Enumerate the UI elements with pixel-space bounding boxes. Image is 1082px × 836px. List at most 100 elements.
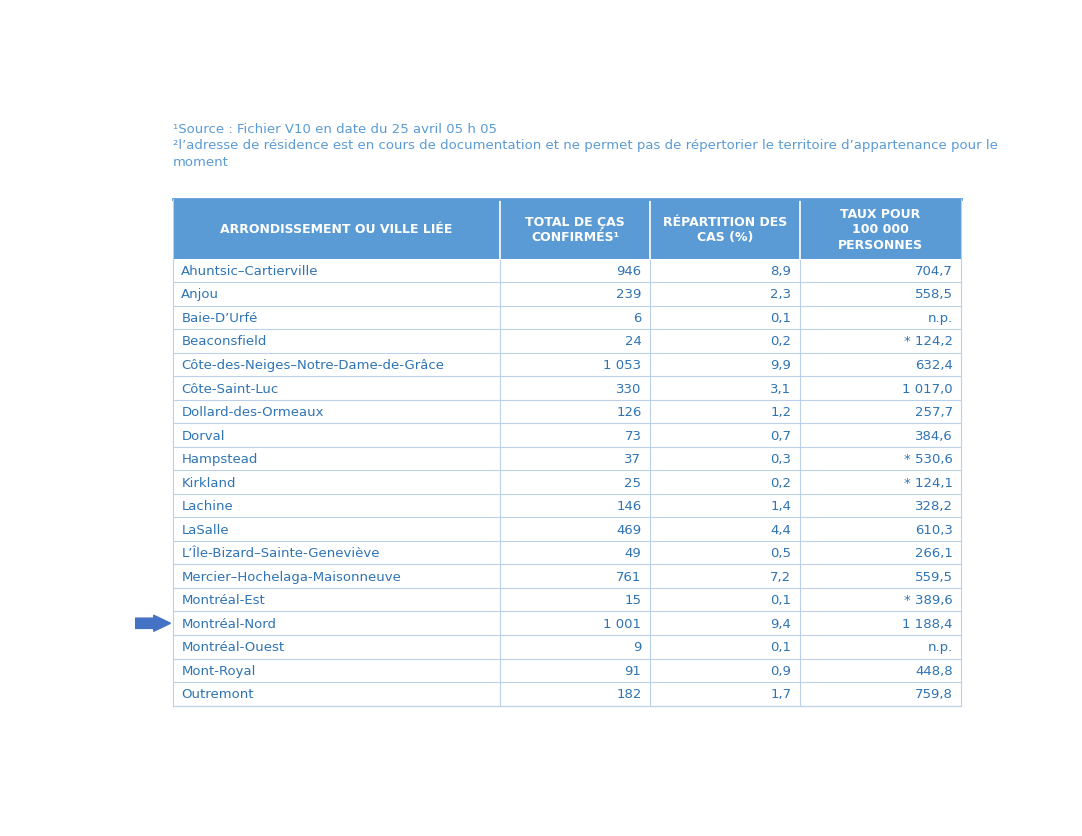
- Text: * 124,2: * 124,2: [903, 335, 953, 348]
- Text: Baie-D’Urfé: Baie-D’Urfé: [182, 312, 258, 324]
- Text: * 530,6: * 530,6: [903, 452, 953, 466]
- Bar: [173, 377, 961, 400]
- Text: ¹Source : Fichier V10 en date du 25 avril 05 h 05: ¹Source : Fichier V10 en date du 25 avri…: [173, 123, 497, 135]
- Text: 0,5: 0,5: [770, 547, 791, 559]
- Text: 469: 469: [617, 523, 642, 536]
- Text: 610,3: 610,3: [915, 523, 953, 536]
- Text: 946: 946: [617, 264, 642, 278]
- Bar: [173, 259, 961, 283]
- Text: 759,8: 759,8: [915, 687, 953, 701]
- Text: 3,1: 3,1: [770, 382, 791, 395]
- Text: * 389,6: * 389,6: [905, 594, 953, 606]
- FancyArrow shape: [130, 615, 171, 631]
- Text: n.p.: n.p.: [927, 640, 953, 654]
- Bar: [173, 659, 961, 682]
- Text: 0,1: 0,1: [770, 594, 791, 606]
- Text: 2,3: 2,3: [770, 288, 791, 301]
- Text: Lachine: Lachine: [182, 500, 233, 512]
- Text: 257,7: 257,7: [914, 405, 953, 419]
- Bar: [173, 682, 961, 706]
- Text: 1 188,4: 1 188,4: [902, 617, 953, 630]
- Text: Anjou: Anjou: [182, 288, 220, 301]
- Text: 330: 330: [616, 382, 642, 395]
- Bar: [173, 447, 961, 471]
- Bar: [173, 635, 961, 659]
- Text: 1,7: 1,7: [770, 687, 791, 701]
- Text: Montréal-Nord: Montréal-Nord: [182, 617, 276, 630]
- Text: 558,5: 558,5: [915, 288, 953, 301]
- Text: 559,5: 559,5: [915, 570, 953, 583]
- Bar: [173, 400, 961, 424]
- Text: LaSalle: LaSalle: [182, 523, 229, 536]
- Text: 632,4: 632,4: [915, 359, 953, 371]
- Text: Ahuntsic–Cartierville: Ahuntsic–Cartierville: [182, 264, 319, 278]
- Text: 146: 146: [617, 500, 642, 512]
- Text: 1 001: 1 001: [604, 617, 642, 630]
- Text: 1,2: 1,2: [770, 405, 791, 419]
- Text: 8,9: 8,9: [770, 264, 791, 278]
- Text: 0,2: 0,2: [770, 476, 791, 489]
- Bar: [173, 517, 961, 541]
- Bar: [173, 283, 961, 306]
- Text: 266,1: 266,1: [915, 547, 953, 559]
- Text: 15: 15: [624, 594, 642, 606]
- Text: RÉPARTITION DES
CAS (%): RÉPARTITION DES CAS (%): [662, 216, 787, 244]
- Text: 7,2: 7,2: [770, 570, 791, 583]
- Text: Mercier–Hochelaga-Maisonneuve: Mercier–Hochelaga-Maisonneuve: [182, 570, 401, 583]
- Text: 0,3: 0,3: [770, 452, 791, 466]
- Text: Outremont: Outremont: [182, 687, 254, 701]
- Text: 49: 49: [624, 547, 642, 559]
- Text: 328,2: 328,2: [915, 500, 953, 512]
- Text: 126: 126: [616, 405, 642, 419]
- Text: Hampstead: Hampstead: [182, 452, 258, 466]
- Text: 1,4: 1,4: [770, 500, 791, 512]
- Text: 0,9: 0,9: [770, 664, 791, 677]
- Text: 0,7: 0,7: [770, 429, 791, 442]
- Bar: [173, 541, 961, 565]
- Text: 1 053: 1 053: [604, 359, 642, 371]
- Bar: [173, 589, 961, 612]
- Text: 9,9: 9,9: [770, 359, 791, 371]
- Text: TAUX POUR
100 000
PERSONNES: TAUX POUR 100 000 PERSONNES: [837, 207, 923, 252]
- Text: L’Île-Bizard–Sainte-Geneviève: L’Île-Bizard–Sainte-Geneviève: [182, 547, 380, 559]
- Text: ARRONDISSEMENT OU VILLE LIÉE: ARRONDISSEMENT OU VILLE LIÉE: [221, 223, 452, 237]
- Text: n.p.: n.p.: [927, 312, 953, 324]
- Text: Côte-des-Neiges–Notre-Dame-de-Grâce: Côte-des-Neiges–Notre-Dame-de-Grâce: [182, 359, 445, 371]
- Bar: [173, 424, 961, 447]
- Text: 24: 24: [624, 335, 642, 348]
- Bar: [173, 565, 961, 589]
- Text: 9: 9: [633, 640, 642, 654]
- Text: 1 017,0: 1 017,0: [902, 382, 953, 395]
- Text: 448,8: 448,8: [915, 664, 953, 677]
- Text: 704,7: 704,7: [915, 264, 953, 278]
- Text: Montréal-Est: Montréal-Est: [182, 594, 265, 606]
- Text: 0,1: 0,1: [770, 312, 791, 324]
- Text: 182: 182: [616, 687, 642, 701]
- Bar: [173, 354, 961, 377]
- Text: 761: 761: [616, 570, 642, 583]
- Text: 4,4: 4,4: [770, 523, 791, 536]
- Text: Dorval: Dorval: [182, 429, 225, 442]
- Text: 37: 37: [624, 452, 642, 466]
- Text: Montréal-Ouest: Montréal-Ouest: [182, 640, 285, 654]
- Bar: [173, 306, 961, 330]
- Text: TOTAL DE ÇAS
CONFIRMÉS¹: TOTAL DE ÇAS CONFIRMÉS¹: [525, 216, 625, 244]
- Text: Côte-Saint-Luc: Côte-Saint-Luc: [182, 382, 279, 395]
- Text: Mont-Royal: Mont-Royal: [182, 664, 255, 677]
- Text: 91: 91: [624, 664, 642, 677]
- Bar: [173, 494, 961, 517]
- Bar: [173, 200, 961, 259]
- Text: ²l’adresse de résidence est en cours de documentation et ne permet pas de répert: ²l’adresse de résidence est en cours de …: [173, 139, 998, 169]
- Text: * 124,1: * 124,1: [903, 476, 953, 489]
- Text: 6: 6: [633, 312, 642, 324]
- Text: Beaconsfield: Beaconsfield: [182, 335, 267, 348]
- Text: 239: 239: [616, 288, 642, 301]
- Text: 25: 25: [624, 476, 642, 489]
- Text: 384,6: 384,6: [915, 429, 953, 442]
- Text: Kirkland: Kirkland: [182, 476, 236, 489]
- Text: 9,4: 9,4: [770, 617, 791, 630]
- Text: 0,2: 0,2: [770, 335, 791, 348]
- Text: 73: 73: [624, 429, 642, 442]
- Text: 0,1: 0,1: [770, 640, 791, 654]
- Bar: [173, 471, 961, 494]
